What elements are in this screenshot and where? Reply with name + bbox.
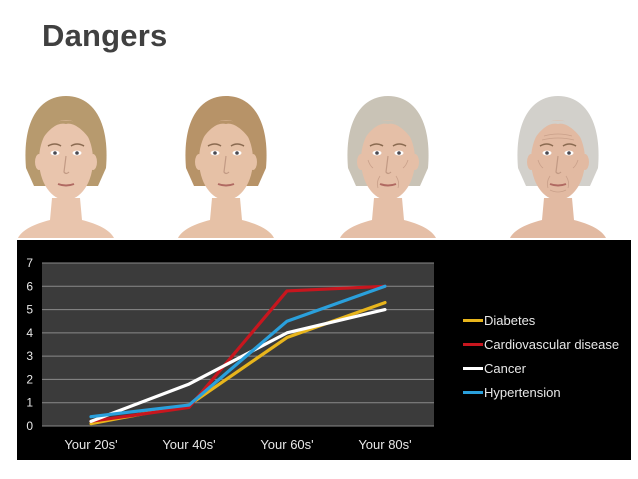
y-tick-label: 7	[26, 256, 33, 270]
legend-item: Cardiovascular disease	[463, 332, 619, 356]
y-tick-label: 3	[26, 349, 33, 363]
legend-swatch	[463, 366, 483, 370]
y-tick-label: 2	[26, 372, 33, 386]
face-20s-image	[18, 96, 114, 238]
face-40s-image	[178, 96, 274, 238]
legend-item: Hypertension	[463, 380, 619, 404]
legend-label: Hypertension	[484, 384, 561, 400]
legend-label: Cardiovascular disease	[484, 336, 620, 352]
chart-legend: Diabetes Cardiovascular disease Cancer Hype…	[463, 308, 619, 404]
y-tick-label: 6	[26, 279, 33, 293]
legend-item: Cancer	[463, 356, 619, 380]
x-tick-label: Your 80s'	[358, 437, 411, 452]
y-tick-label: 4	[26, 326, 33, 340]
portrait-60s	[340, 90, 436, 238]
slide-title: Dangers	[42, 18, 168, 53]
plot-area	[42, 263, 434, 426]
x-tick-label: Your 40s'	[162, 437, 215, 452]
x-tick-label: Your 20s'	[64, 437, 117, 452]
face-60s-image	[340, 96, 436, 238]
portrait-20s	[18, 90, 114, 238]
series-line-cardiovascular-disease	[89, 284, 387, 423]
legend-swatch	[463, 390, 483, 394]
portrait-40s	[178, 90, 274, 238]
chart-plot: 0 1 2 3 4 5 6 7 Your 20s' Your 40s' Your 60s' Your …	[26, 256, 434, 452]
legend-swatch	[463, 342, 483, 346]
line-chart: 0 1 2 3 4 5 6 7 Your 20s' Your 40s' Your 60s' Your …	[17, 240, 631, 460]
legend-label: Diabetes	[484, 312, 536, 328]
face-80s-image	[510, 96, 606, 238]
legend-item: Diabetes	[463, 308, 619, 332]
series-line-hypertension	[89, 284, 387, 419]
y-tick-label: 1	[26, 396, 33, 410]
x-tick-label: Your 60s'	[260, 437, 313, 452]
legend-swatch	[463, 318, 483, 322]
portrait-80s	[510, 90, 606, 238]
legend-label: Cancer	[484, 360, 526, 376]
series-line-cancer	[89, 307, 387, 423]
y-tick-label: 0	[26, 419, 33, 433]
y-tick-label: 5	[26, 303, 33, 317]
